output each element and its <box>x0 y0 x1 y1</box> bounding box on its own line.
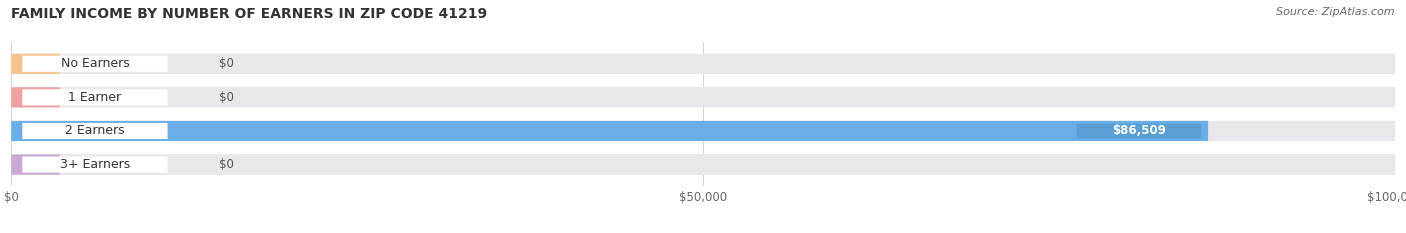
FancyBboxPatch shape <box>11 121 1395 141</box>
FancyBboxPatch shape <box>11 54 59 74</box>
FancyBboxPatch shape <box>11 154 59 175</box>
Bar <box>11 87 1395 107</box>
FancyBboxPatch shape <box>11 154 1395 175</box>
Text: 2 Earners: 2 Earners <box>65 124 125 137</box>
FancyBboxPatch shape <box>22 157 167 173</box>
Text: $0: $0 <box>219 91 233 104</box>
FancyBboxPatch shape <box>11 87 59 107</box>
FancyBboxPatch shape <box>11 121 1208 141</box>
Text: $0: $0 <box>219 158 233 171</box>
Text: 3+ Earners: 3+ Earners <box>60 158 131 171</box>
Bar <box>11 154 1395 175</box>
Bar <box>11 54 1395 74</box>
Text: Source: ZipAtlas.com: Source: ZipAtlas.com <box>1277 7 1395 17</box>
Text: $0: $0 <box>219 57 233 70</box>
FancyBboxPatch shape <box>22 56 167 72</box>
Text: FAMILY INCOME BY NUMBER OF EARNERS IN ZIP CODE 41219: FAMILY INCOME BY NUMBER OF EARNERS IN ZI… <box>11 7 488 21</box>
FancyBboxPatch shape <box>22 123 167 139</box>
FancyBboxPatch shape <box>11 54 1395 74</box>
FancyBboxPatch shape <box>1077 124 1201 138</box>
Text: 1 Earner: 1 Earner <box>69 91 121 104</box>
Text: No Earners: No Earners <box>60 57 129 70</box>
FancyBboxPatch shape <box>11 87 1395 107</box>
Bar <box>11 121 1395 141</box>
Text: $86,509: $86,509 <box>1112 124 1166 137</box>
FancyBboxPatch shape <box>22 89 167 106</box>
